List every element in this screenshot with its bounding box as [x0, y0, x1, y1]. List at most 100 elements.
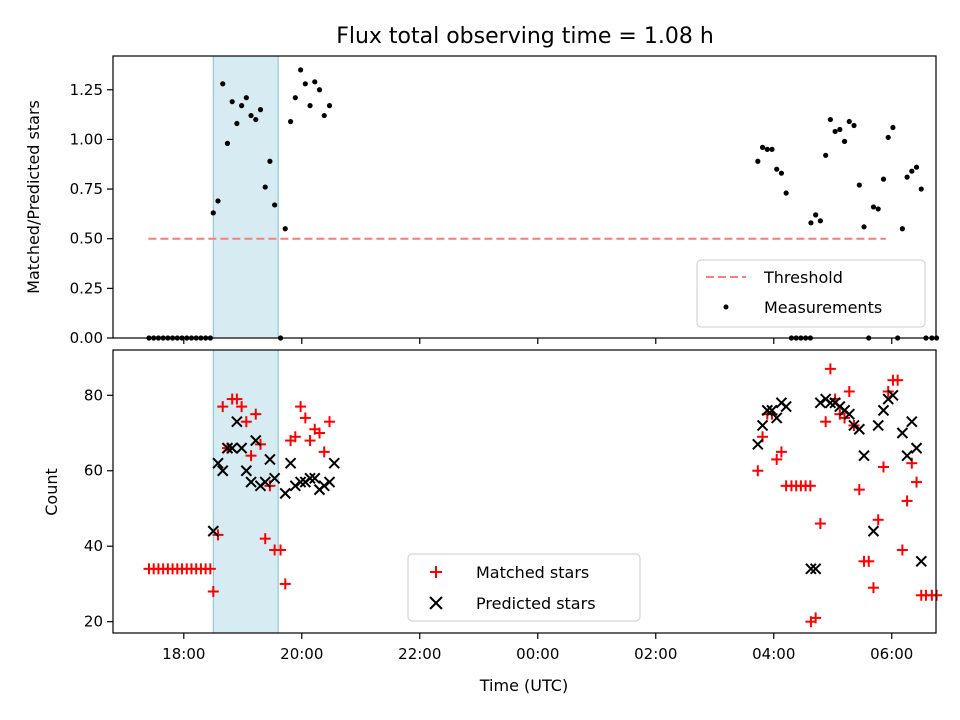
measurement-point [880, 176, 887, 182]
measurement-point [813, 212, 819, 218]
matched-star-point [295, 401, 307, 413]
measurement-point [287, 118, 294, 125]
matched-legend-label: Matched stars [476, 563, 589, 582]
predicted-star-point [752, 438, 764, 451]
predicted-star-point [901, 449, 913, 462]
measurement-point [841, 138, 848, 144]
matched-star-point [313, 427, 325, 439]
predicted-star-point [207, 525, 220, 537]
predicted-star-point [896, 427, 909, 439]
predicted-star-point [761, 404, 773, 417]
measurement-point [856, 182, 862, 188]
measurement-point [885, 134, 891, 141]
predicted-star-point [910, 442, 923, 454]
top-x-ticks [183, 338, 893, 344]
measurement-point [282, 226, 288, 232]
count-points [143, 363, 943, 628]
chart-title: Flux total observing time = 1.08 h [336, 24, 714, 49]
top-plot-frame [112, 55, 937, 339]
observing-window-shading-bottom [212, 349, 279, 634]
matched-star-point [259, 533, 271, 545]
matched-star-point [240, 416, 252, 428]
measurement-point [817, 218, 823, 224]
x-tick-label: 04:00 [752, 645, 795, 663]
bottom-y-ticks: 20 40 60 80 [84, 386, 113, 631]
matched-star-point [231, 393, 243, 405]
matched-star-point [204, 563, 216, 575]
matched-star-point [289, 431, 301, 443]
top-y-tick-label: 0.75 [70, 180, 103, 198]
matched-star-point [771, 453, 783, 465]
measurement-point [808, 220, 814, 226]
x-tick-label: 06:00 [870, 645, 913, 663]
matched-star-point [820, 416, 832, 428]
measurement-point [298, 67, 304, 73]
measurement-point [243, 95, 249, 101]
predicted-star-point [289, 480, 302, 492]
matched-star-point [901, 495, 913, 507]
measurement-point [253, 116, 259, 123]
predicted-star-point [323, 476, 336, 488]
predicted-star-point [756, 419, 769, 432]
matched-star-point [824, 363, 836, 375]
matched-star-point [814, 518, 826, 530]
predicted-star-point [814, 397, 827, 409]
measurement-point [326, 103, 333, 109]
matched-star-point [804, 480, 816, 492]
bottom-y-tick-label: 40 [84, 537, 103, 555]
matched-star-point [877, 461, 889, 473]
matched-star-point [304, 435, 316, 447]
measurements-legend-label: Measurements [764, 298, 882, 317]
predicted-star-point [264, 453, 276, 466]
predicted-star-point [858, 449, 870, 462]
predicted-star-point [853, 423, 866, 435]
predicted-star-point [268, 472, 281, 485]
predicted-star-point [231, 415, 243, 428]
measurement-point [234, 120, 240, 127]
matched-star-point [299, 412, 311, 424]
measurement-point [272, 202, 278, 208]
measurement-point [899, 226, 905, 232]
matched-star-point [752, 465, 764, 477]
matched-star-point [279, 578, 291, 590]
measurement-point [774, 166, 780, 172]
measurement-point [861, 224, 867, 230]
matched-star-point [275, 544, 287, 556]
measurement-point [778, 170, 785, 176]
matched-star-point [911, 476, 923, 488]
top-y-ticks: 0.00 0.25 0.50 0.75 1.00 1.25 [70, 81, 113, 347]
top-legend-box [696, 259, 926, 328]
measurement-point [764, 146, 770, 152]
predicted-star-point [212, 457, 224, 469]
matched-star-point [896, 544, 908, 556]
measurement-point [215, 198, 221, 204]
measurement-point [292, 95, 298, 101]
top-y-tick-label: 0.25 [70, 279, 103, 297]
predicted-star-point [766, 404, 778, 417]
predicted-star-point [240, 465, 253, 477]
predicted-star-point [279, 487, 291, 500]
bottom-y-axis-label: Count [42, 468, 61, 516]
matched-star-point [853, 484, 865, 496]
matched-star-point [843, 386, 855, 398]
matched-star-point [867, 582, 879, 594]
matched-star-point [863, 555, 875, 567]
predicted-star-point [906, 415, 918, 428]
bottom-y-tick-label: 20 [84, 613, 103, 631]
measurement-point [904, 174, 910, 180]
matched-star-point [236, 401, 248, 413]
measurement-point [846, 118, 852, 125]
measurement-point [316, 87, 323, 93]
x-tick-label: 18:00 [162, 645, 205, 663]
bottom-y-tick-label: 80 [84, 386, 103, 404]
x-axis-label: Time (UTC) [479, 676, 568, 695]
measurement-point [827, 116, 833, 123]
predicted-star-point [259, 476, 271, 488]
measurement-point [220, 81, 226, 87]
matched-star-point [207, 585, 219, 597]
measurement-point [267, 158, 273, 164]
top-y-tick-label: 1.00 [70, 130, 103, 148]
bottom-x-ticks: 18:00 20:00 22:00 00:00 02:00 04:00 06:00 [162, 633, 913, 663]
measurement-point [909, 168, 915, 174]
